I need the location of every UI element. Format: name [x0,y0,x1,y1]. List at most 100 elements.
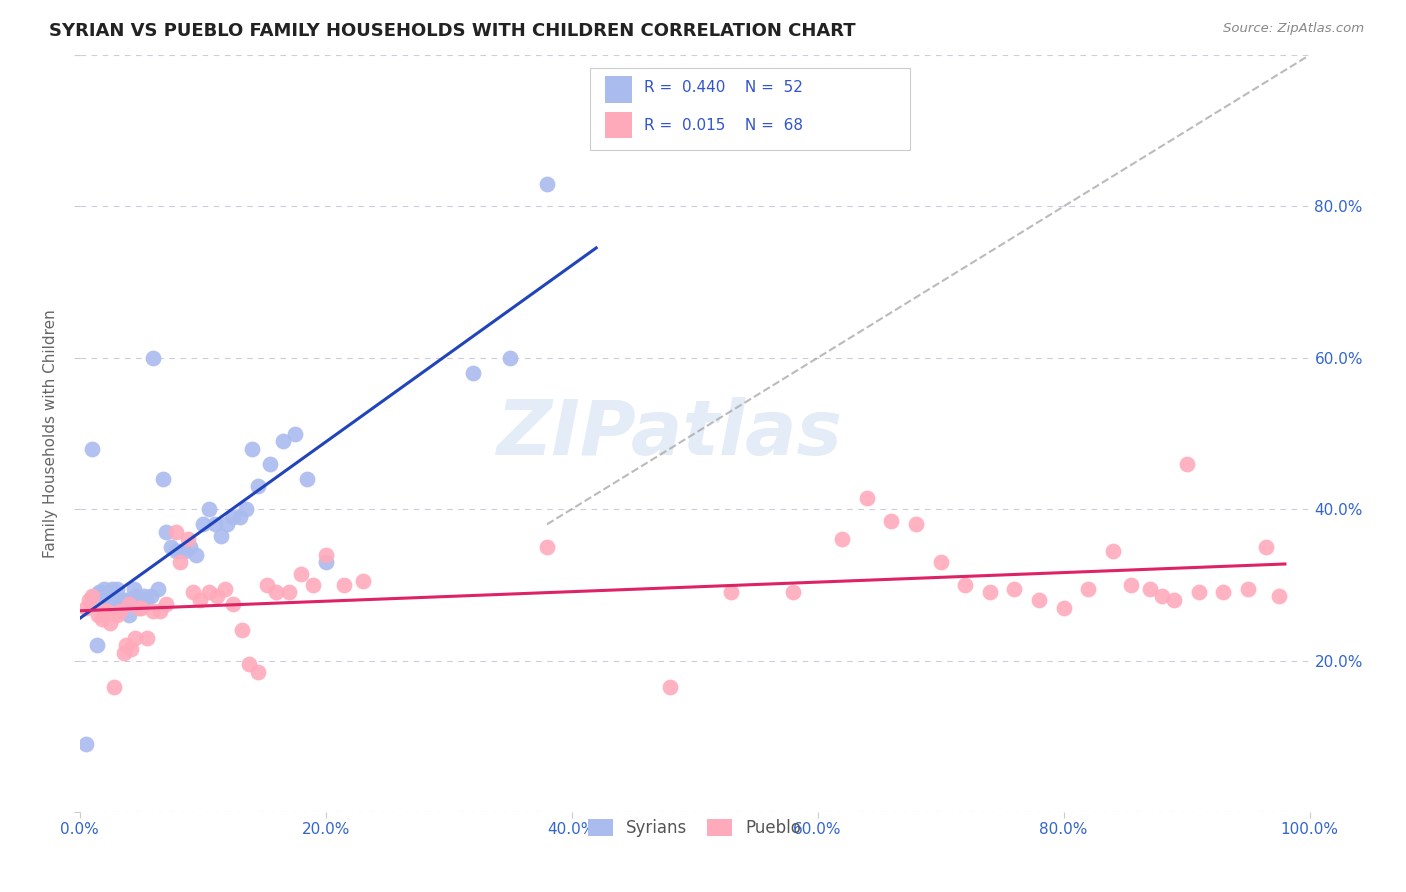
Point [536,540,558,554]
Point [148,582,170,596]
Point [271,434,294,448]
Point [1077,582,1099,596]
Point [217,517,239,532]
Point [231,624,253,638]
Point [1002,582,1025,596]
Point [93,604,115,618]
Point [128,600,150,615]
Point [1121,578,1143,592]
Point [197,502,219,516]
Point [246,665,269,679]
Point [120,642,142,657]
Point [238,657,260,672]
Point [1237,582,1260,596]
Point [315,555,337,569]
Point [1268,589,1291,603]
Point [315,548,337,562]
Point [105,608,128,623]
Point [142,604,165,618]
Point [169,555,191,569]
Point [256,578,278,592]
Point [1150,589,1173,603]
Point [169,543,191,558]
Point [98,593,121,607]
Point [1028,593,1050,607]
Point [1101,543,1123,558]
Point [103,680,125,694]
Point [165,543,187,558]
Point [118,608,141,623]
Point [155,597,177,611]
Point [302,578,325,592]
Text: SYRIAN VS PUEBLO FAMILY HOUSEHOLDS WITH CHILDREN CORRELATION CHART: SYRIAN VS PUEBLO FAMILY HOUSEHOLDS WITH … [49,22,856,40]
Point [720,585,742,599]
FancyBboxPatch shape [591,68,910,150]
Point [904,517,927,532]
Point [204,517,226,532]
Point [246,479,269,493]
Point [659,680,682,694]
Text: R =  0.440    N =  52: R = 0.440 N = 52 [644,80,803,95]
Point [136,631,159,645]
Point [1139,582,1161,596]
Point [108,593,131,607]
Point [115,593,138,607]
Point [75,737,97,751]
Point [1175,457,1198,471]
Point [100,615,122,630]
Point [222,509,245,524]
Point [259,457,281,471]
Point [152,472,174,486]
Point [191,517,214,532]
Point [782,585,804,599]
Point [1052,600,1074,615]
Point [207,589,229,603]
Point [536,177,558,191]
Point [831,533,853,547]
Point [1256,540,1278,554]
Point [110,597,132,611]
Point [197,585,219,599]
Point [83,589,105,603]
Point [86,639,108,653]
Point [115,639,138,653]
Point [118,597,141,611]
Point [240,442,263,456]
Point [155,524,177,539]
Point [79,593,101,607]
Point [499,351,522,365]
Point [333,578,356,592]
Point [80,442,103,456]
Bar [605,112,631,138]
Point [295,472,318,486]
Point [352,574,374,588]
Point [139,589,162,603]
Point [103,600,125,615]
Point [880,514,903,528]
Point [125,589,148,603]
Point [165,524,187,539]
Point [179,540,201,554]
Point [149,604,172,618]
Text: ZIPatlas: ZIPatlas [496,397,844,470]
Point [463,366,485,380]
Point [290,566,312,581]
Point [1188,585,1211,599]
Point [277,585,299,599]
Point [235,502,257,516]
Point [135,593,157,607]
Point [112,646,135,660]
Bar [605,77,631,103]
Point [209,529,232,543]
Y-axis label: Family Households with Children: Family Households with Children [44,310,58,558]
Point [188,593,211,607]
Point [181,585,204,599]
Point [953,578,976,592]
Text: Source: ZipAtlas.com: Source: ZipAtlas.com [1223,22,1364,36]
Point [284,426,307,441]
Point [112,593,135,607]
Point [174,543,197,558]
Point [186,548,208,562]
Point [96,589,118,603]
Point [129,600,152,615]
